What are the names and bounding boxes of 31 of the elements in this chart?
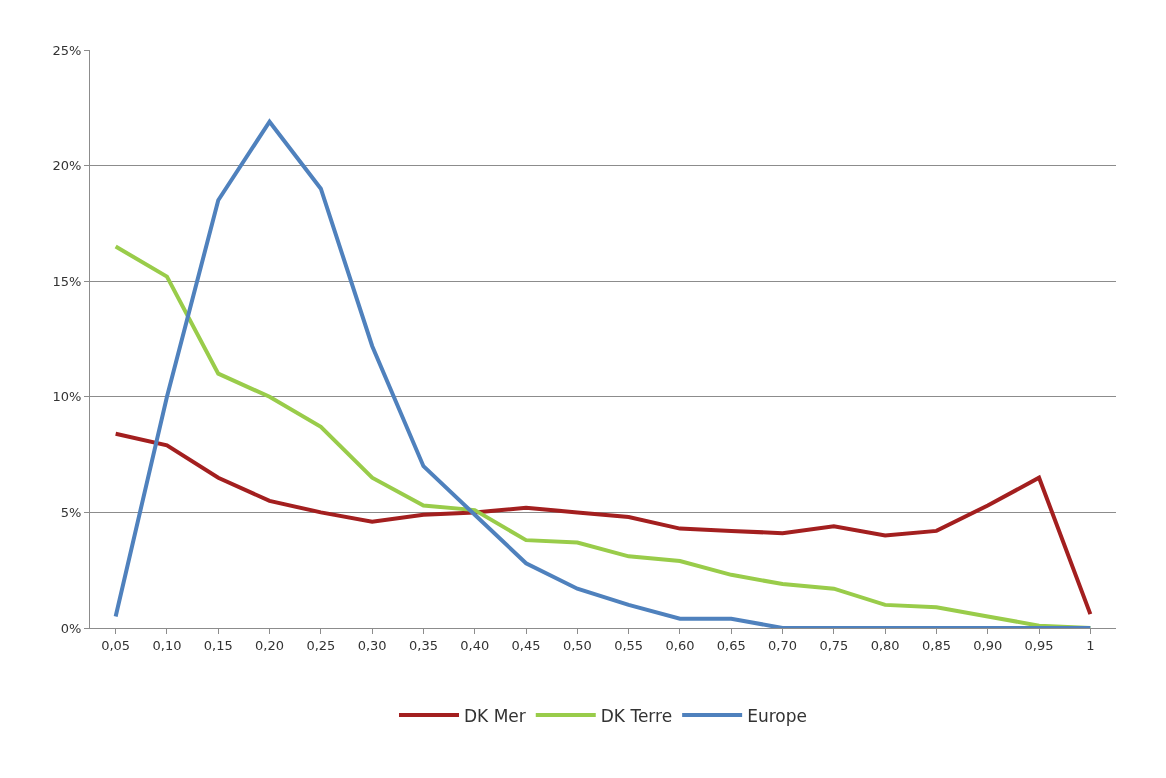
- x-tick-label: 0,10: [152, 637, 182, 653]
- y-tick-label: 10%: [52, 389, 82, 405]
- y-tick-label: 15%: [52, 273, 82, 289]
- x-tick-label: 0,05: [101, 637, 131, 653]
- x-tick-label: 1: [1086, 637, 1095, 653]
- x-tick-label: 0,95: [1024, 637, 1054, 653]
- y-tick-label: 25%: [52, 42, 82, 58]
- x-tick-label: 0,40: [460, 637, 490, 653]
- x-tick-label: 0,65: [716, 637, 746, 653]
- y-tick-label: 5%: [60, 504, 82, 520]
- x-tick-label: 0,35: [408, 637, 438, 653]
- x-tick-label: 0,50: [562, 637, 592, 653]
- y-tick-label: 20%: [52, 158, 82, 174]
- x-tick-label: 0,55: [614, 637, 644, 653]
- x-tick-label: 0,25: [306, 637, 336, 653]
- legend-label: DK Terre: [600, 705, 673, 726]
- legend-label: DK Mer: [464, 705, 526, 726]
- x-tick-label: 0,15: [203, 637, 233, 653]
- y-tick-label: 0%: [60, 620, 82, 636]
- x-tick-label: 0,85: [921, 637, 951, 653]
- line-series: [113, 119, 1093, 628]
- x-tick-label: 0,60: [665, 637, 695, 653]
- legend-label: Europe: [747, 705, 807, 726]
- x-tick-label: 0,70: [768, 637, 798, 653]
- x-tick-label: 0,80: [870, 637, 900, 653]
- x-tick-label: 0,20: [255, 637, 285, 653]
- line-series: [113, 431, 1093, 617]
- x-tick-label: 0,90: [973, 637, 1003, 653]
- x-tick-label: 0,45: [511, 637, 541, 653]
- x-tick-label: 0,75: [819, 637, 849, 653]
- x-tick-label: 0,30: [357, 637, 387, 653]
